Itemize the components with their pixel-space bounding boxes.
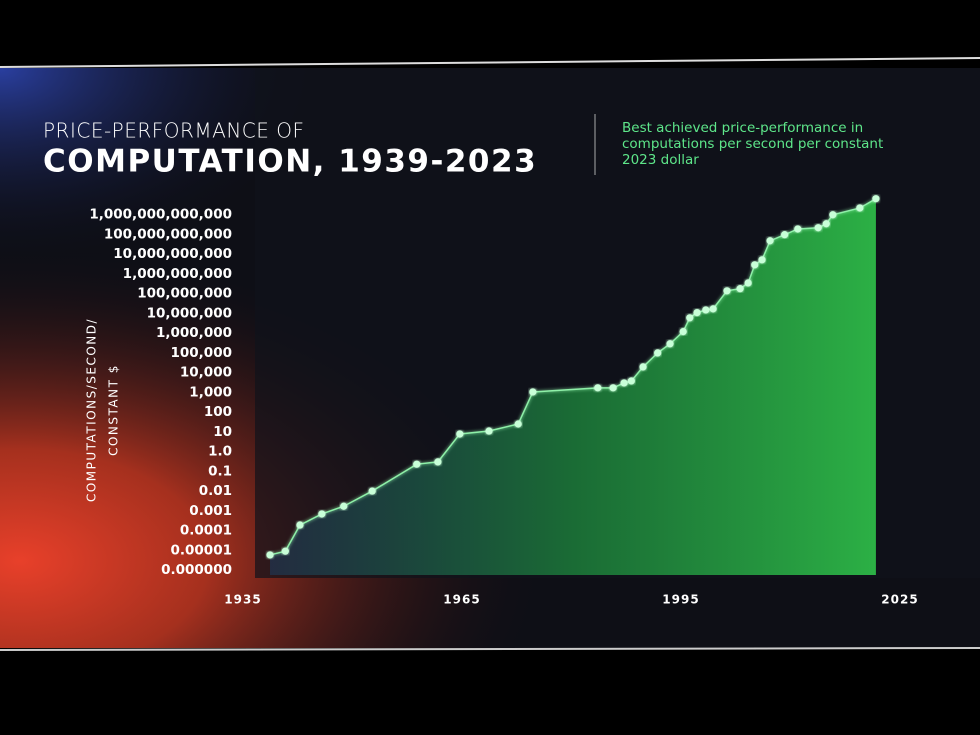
chart-title: PRICE-PERFORMANCE OF [43, 119, 305, 143]
data-point [434, 458, 442, 466]
data-point [794, 225, 802, 233]
data-point [368, 487, 376, 495]
y-tick-label: 1,000,000,000 [123, 266, 232, 282]
data-point [679, 327, 687, 336]
y-tick-label: 1.0 [208, 444, 232, 460]
data-point [781, 231, 789, 239]
data-point [609, 384, 617, 392]
data-point [856, 204, 864, 212]
data-point [758, 256, 766, 264]
data-point [829, 211, 837, 219]
screen-edge [0, 57, 980, 68]
data-point [744, 279, 752, 287]
x-tick-label: 2025 [881, 593, 918, 607]
data-point [620, 379, 628, 387]
data-point [639, 363, 647, 371]
y-tick-label: 100,000,000 [137, 286, 232, 302]
data-point [814, 224, 822, 232]
data-point [266, 551, 274, 559]
y-tick-label: 0.001 [189, 503, 232, 519]
data-point [654, 349, 662, 357]
y-tick-label: 10,000 [180, 365, 232, 381]
y-tick-label: 1,000,000 [156, 325, 232, 341]
data-point [318, 510, 326, 518]
y-tick-label: 0.01 [199, 483, 232, 499]
y-axis-label: COMPUTATIONS/SECOND/ CONSTANT $ [85, 318, 121, 502]
y-tick-label: 0.1 [208, 463, 232, 479]
y-tick-label: 0.00001 [171, 542, 233, 558]
y-axis-label-line: COMPUTATIONS/SECOND/ [85, 318, 99, 502]
data-point [723, 287, 731, 295]
data-point [751, 261, 759, 269]
y-tick-label: 100,000,000,000 [104, 226, 232, 242]
subtitle: Best achieved price-performance in compu… [622, 120, 884, 168]
data-point [296, 521, 304, 529]
y-tick-label: 0.000000 [161, 562, 232, 578]
screen-edge [0, 647, 980, 651]
data-point [872, 195, 880, 203]
y-tick-label: 1,000,000,000,000 [89, 207, 232, 223]
data-point [514, 420, 522, 428]
data-point [736, 285, 744, 293]
y-tick-label: 10 [213, 424, 232, 440]
x-tick-label: 1935 [224, 593, 261, 607]
data-point [702, 306, 710, 314]
data-point [693, 309, 701, 317]
data-point [456, 430, 464, 438]
y-tick-label: 100,000 [171, 345, 233, 361]
data-point [686, 314, 694, 322]
chart-title-emphasis: COMPUTATION, 1939-2023 [43, 144, 537, 180]
y-tick-label: 10,000,000,000 [113, 246, 232, 262]
data-point [413, 460, 421, 468]
data-point [822, 220, 830, 228]
y-tick-label: 100 [204, 404, 232, 420]
area [270, 198, 876, 575]
data-point [709, 305, 717, 313]
data-point [340, 502, 348, 510]
y-tick-label: 10,000,000 [147, 305, 232, 321]
x-tick-label: 1995 [662, 593, 699, 607]
data-point [281, 547, 289, 555]
data-point [627, 377, 635, 385]
data-point [666, 340, 674, 348]
y-tick-label: 1,000 [189, 384, 232, 400]
data-point [529, 388, 537, 396]
data-point [766, 237, 774, 245]
y-axis-label-line: CONSTANT $ [107, 364, 121, 456]
data-point [485, 427, 493, 435]
x-tick-label: 1965 [443, 593, 480, 607]
data-point [594, 384, 602, 392]
y-tick-label: 0.0001 [180, 523, 232, 539]
